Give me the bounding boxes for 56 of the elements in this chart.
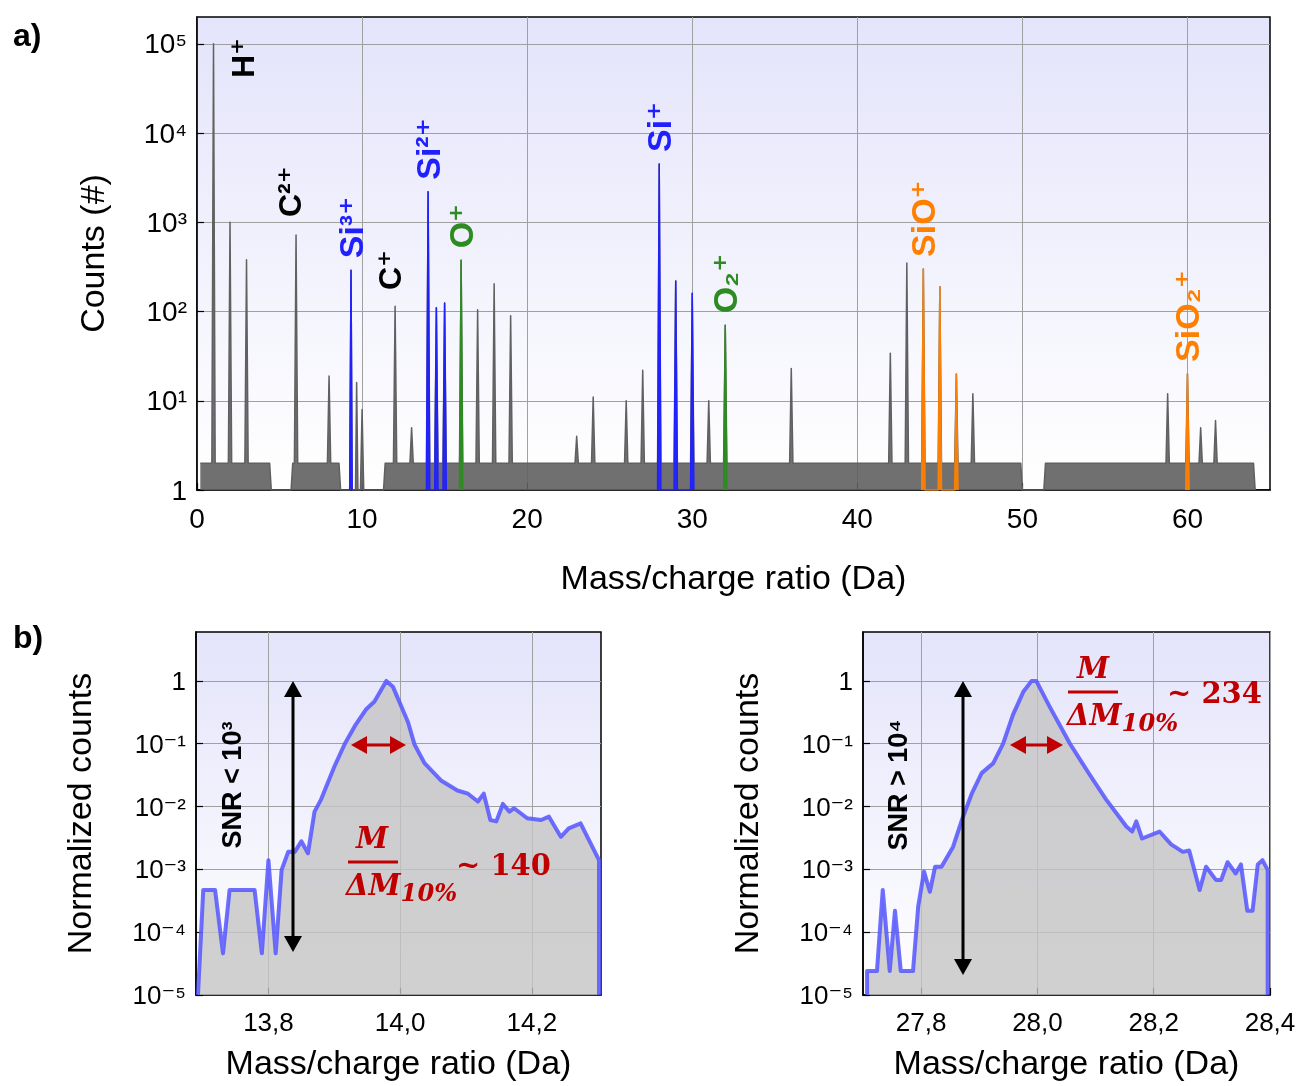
y-tick-label: 1 [838,665,853,696]
y-tick-label: 10⁻⁴ [132,917,186,948]
x-tick-label: 27,8 [895,1007,947,1037]
text: Si³⁺ [332,196,371,259]
annotation: SNR < 10³ [216,721,247,849]
x-tick-label: 28,4 [1244,1007,1296,1037]
y-tick-label: 10⁻⁵ [132,980,186,1010]
x-axis-title: Mass/charge ratio (Da) [560,558,907,596]
x-tick-label: 0 [189,502,205,534]
text: SiO₂⁺ [1168,270,1207,362]
text: O⁺ [442,203,481,249]
chart-title: b) [13,619,44,655]
x-tick-label: 10 [346,502,378,534]
annotation: C²⁺ [272,166,308,217]
y-tick-label: 1 [171,474,187,506]
y-tick-label: 10⁻³ [801,854,854,885]
y-tick-label: 10⁻¹ [801,728,854,759]
x-tick-label: 60 [1171,502,1204,534]
y-tick-label: 10⁻⁵ [799,980,853,1010]
x-tick-label: 13,8 [243,1007,294,1037]
y-tick-label: 10⁻³ [134,854,187,885]
chart-title: a) [13,17,42,53]
x-tick-label: 28,2 [1128,1007,1180,1037]
y-tick-label: 10⁴ [143,117,187,149]
x-tick-label: 30 [676,502,708,534]
x-tick-label: 14,2 [506,1007,558,1037]
y-tick-label: 10⁻⁴ [799,917,853,948]
annotation: ~ 140 [456,847,551,882]
x-axis-title: Mass/charge ratio (Da) [225,1043,572,1081]
x-tick-label: 40 [841,502,873,534]
y-axis-title: Normalized counts [60,672,98,955]
annotation: M [1076,650,1110,685]
x-tick-label: 14,0 [374,1007,426,1037]
y-tick-label: 10² [146,296,187,328]
x-tick-label: 50 [1006,502,1038,534]
text: O₂⁺ [706,253,745,314]
x-axis-title: Mass/charge ratio (Da) [893,1043,1240,1081]
annotation: ΔM$_{10%}$ [346,867,458,908]
y-tick-label: 10⁻¹ [134,728,187,759]
y-axis-title: Normalized counts [727,672,765,955]
y-tick-label: 10⁻² [134,791,187,822]
annotation: SNR > 10⁴ [882,719,913,851]
annotation: M [355,820,389,855]
y-tick-label: 10⁵ [144,28,187,60]
y-axis-title: Counts (#) [73,174,111,333]
y-tick-label: 10⁻² [801,791,854,822]
y-tick-label: 10¹ [146,385,187,417]
annotation: C⁺ [372,250,408,290]
text: SiO⁺ [904,180,943,257]
y-tick-label: 1 [171,665,186,696]
x-tick-label: 28,0 [1012,1007,1063,1037]
y-tick-label: 10³ [146,206,187,238]
text: Si⁺ [640,101,679,153]
annotation: H⁺ [225,38,261,78]
text: Si²⁺ [409,118,448,180]
x-tick-label: 20 [511,502,543,534]
